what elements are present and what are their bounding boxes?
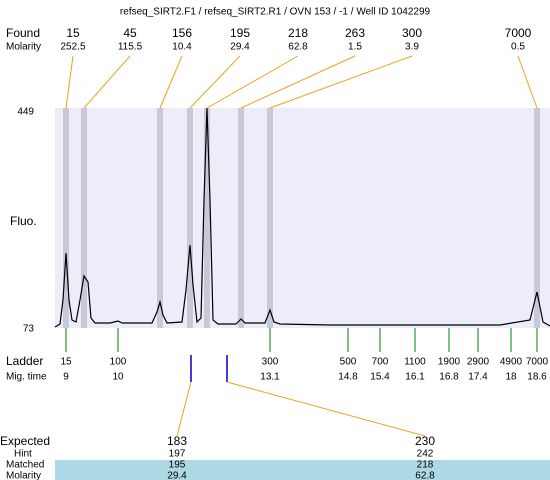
- ladder-size: 300: [262, 357, 279, 368]
- found-label: Found: [6, 26, 40, 40]
- found-size: 45: [123, 26, 137, 40]
- y-top-label: 449: [17, 107, 34, 118]
- y-axis-label: Fluo.: [10, 214, 37, 228]
- peak-connector: [269, 55, 413, 109]
- found-molarity: 115.5: [118, 42, 143, 53]
- matched-highlight: [55, 460, 550, 480]
- ladder-size: 2900: [467, 357, 490, 368]
- ladder-size: 100: [110, 357, 127, 368]
- ladder-mig-time: 15.4: [370, 372, 390, 383]
- found-molarity: 3.9: [405, 42, 419, 53]
- found-molarity: 0.5: [511, 42, 525, 53]
- peak-band: [157, 108, 163, 328]
- peak-band: [204, 108, 210, 328]
- peak-connector: [159, 55, 183, 109]
- peak-band: [81, 108, 87, 328]
- expected-label: Expected: [0, 434, 50, 448]
- peak-connector: [189, 55, 241, 109]
- peak-band: [534, 108, 540, 328]
- matched-label: Matched: [6, 460, 44, 471]
- ladder-size: 4900: [500, 357, 523, 368]
- ladder-mig-time: 16.8: [439, 372, 459, 383]
- matched-size: 195: [169, 460, 186, 471]
- peak-band: [267, 108, 273, 328]
- peak-connector: [517, 55, 538, 109]
- expected-connector: [226, 381, 426, 437]
- ladder-mig-time: 18: [505, 372, 517, 383]
- ladder-size: 500: [340, 357, 357, 368]
- found-size: 300: [402, 26, 422, 40]
- hint-size: 197: [169, 449, 186, 460]
- matched-molarity: 62.8: [415, 471, 435, 480]
- y-bottom-label: 73: [23, 324, 35, 335]
- ladder-size: 1100: [404, 357, 426, 368]
- peak-connector: [83, 55, 131, 109]
- ladder-mig-time: 16.1: [405, 372, 425, 383]
- ladder-mig-time: 17.4: [468, 372, 488, 383]
- ladder-size: 7000: [526, 357, 549, 368]
- found-size: 195: [230, 26, 250, 40]
- ladder-label: Ladder: [6, 354, 43, 368]
- ladder-mig-time: 10: [112, 372, 124, 383]
- matched-size: 218: [417, 460, 434, 471]
- peak-band: [238, 108, 244, 328]
- ladder-mig-time: 18.6: [527, 372, 547, 383]
- found-molarity: 62.8: [288, 42, 308, 53]
- expected-connector: [176, 381, 192, 437]
- peak-band: [187, 108, 193, 328]
- peak-connector: [206, 55, 299, 109]
- matched-molarity: 29.4: [167, 471, 187, 480]
- mig-time-label: Mig. time: [6, 372, 47, 383]
- ladder-mig-time: 13.1: [260, 372, 280, 383]
- hint-size: 242: [417, 449, 434, 460]
- found-molarity: 29.4: [230, 42, 250, 53]
- ladder-mig-time: 9: [63, 372, 69, 383]
- plot-area: [55, 108, 550, 328]
- found-size: 263: [345, 26, 365, 40]
- peak-band: [63, 108, 69, 328]
- molarity-label: Molarity: [6, 42, 41, 53]
- expected-size: 230: [415, 434, 435, 448]
- found-molarity: 252.5: [60, 42, 85, 53]
- title: refseq_SIRT2.F1 / refseq_SIRT2.R1 / OVN …: [120, 7, 431, 18]
- found-size: 218: [288, 26, 308, 40]
- trace: [54, 107, 550, 328]
- found-molarity: 1.5: [348, 42, 362, 53]
- molarity-row-label: Molarity: [6, 471, 41, 480]
- peak-connector: [65, 55, 74, 109]
- found-molarity: 10.4: [172, 42, 192, 53]
- found-size: 156: [172, 26, 192, 40]
- ladder-size: 1900: [438, 357, 461, 368]
- hint-label: Hint: [14, 449, 32, 460]
- found-size: 7000: [505, 26, 532, 40]
- expected-size: 183: [167, 434, 187, 448]
- ladder-size: 700: [372, 357, 389, 368]
- found-size: 15: [66, 26, 80, 40]
- ladder-mig-time: 14.8: [338, 372, 358, 383]
- ladder-size: 15: [60, 357, 72, 368]
- peak-connector: [240, 55, 356, 109]
